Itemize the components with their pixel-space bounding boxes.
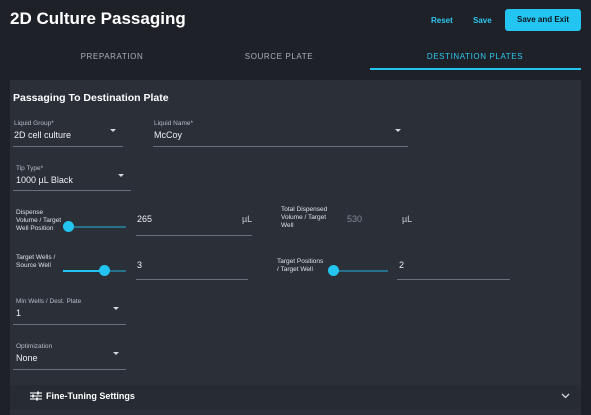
dropdown-value[interactable]: 1	[16, 308, 22, 318]
field-label: Dispense Volume / Target Well Position	[16, 209, 62, 232]
save-button[interactable]: Save	[473, 16, 492, 25]
underline	[13, 146, 123, 147]
dropdown-arrow[interactable]	[118, 174, 124, 177]
slider-track[interactable]	[63, 226, 126, 228]
tab[interactable]: PREPARATION	[80, 52, 144, 61]
expander-row[interactable]	[10, 385, 581, 409]
slider-track[interactable]	[330, 270, 388, 272]
field-label: Target Wells / Source Well	[16, 254, 56, 269]
settings-icon	[30, 391, 42, 401]
page-title: 2D Culture Passaging	[10, 9, 186, 28]
dropdown-value[interactable]: None	[16, 353, 38, 363]
input-value[interactable]: 265	[137, 214, 153, 224]
reset-button[interactable]: Reset	[431, 16, 453, 25]
field-label: Min Wells / Dest. Plate	[16, 298, 82, 305]
field-label: Liquid Group*	[14, 120, 54, 127]
chevron[interactable]	[561, 393, 570, 399]
dropdown-arrow[interactable]	[395, 129, 401, 132]
input-value[interactable]: 2	[399, 260, 405, 270]
underline	[13, 324, 126, 325]
underline	[397, 279, 510, 280]
field-label: Tip Type*	[16, 165, 44, 172]
underline	[153, 146, 408, 147]
underline	[13, 190, 131, 191]
dropdown-arrow[interactable]	[113, 352, 119, 355]
readonly-value: 530	[347, 214, 363, 224]
dropdown-value[interactable]: McCoy	[154, 130, 183, 140]
slider-fill	[63, 270, 104, 272]
unit: µL	[402, 214, 413, 224]
field-label: Liquid Name*	[154, 120, 194, 127]
field-label: Optimization	[16, 343, 53, 350]
tab[interactable]: DESTINATION PLATES	[426, 52, 524, 61]
save-exit-button[interactable]: Save and Exit	[505, 9, 581, 31]
tab-indicator	[370, 68, 581, 70]
dropdown-value[interactable]: 1000 µL Black	[16, 175, 73, 185]
unit: µL	[242, 214, 253, 224]
dropdown-arrow[interactable]	[110, 129, 116, 132]
expander-title[interactable]: Fine-Tuning Settings	[46, 391, 135, 401]
underline	[136, 235, 252, 236]
slider-knob[interactable]	[328, 265, 339, 276]
tab[interactable]: SOURCE PLATE	[244, 52, 314, 61]
slider-knob[interactable]	[63, 221, 74, 232]
panel	[10, 80, 581, 415]
field-label: Total Dispensed Volume / Target Well	[281, 206, 328, 229]
field-label: Target Positions / Target Well	[277, 258, 324, 273]
dropdown-arrow[interactable]	[113, 307, 119, 310]
section-title: Passaging To Destination Plate	[13, 92, 169, 104]
slider-knob[interactable]	[99, 265, 110, 276]
dropdown-value[interactable]: 2D cell culture	[14, 130, 72, 140]
input-value[interactable]: 3	[137, 260, 143, 270]
underline	[13, 369, 126, 370]
underline	[136, 279, 248, 280]
